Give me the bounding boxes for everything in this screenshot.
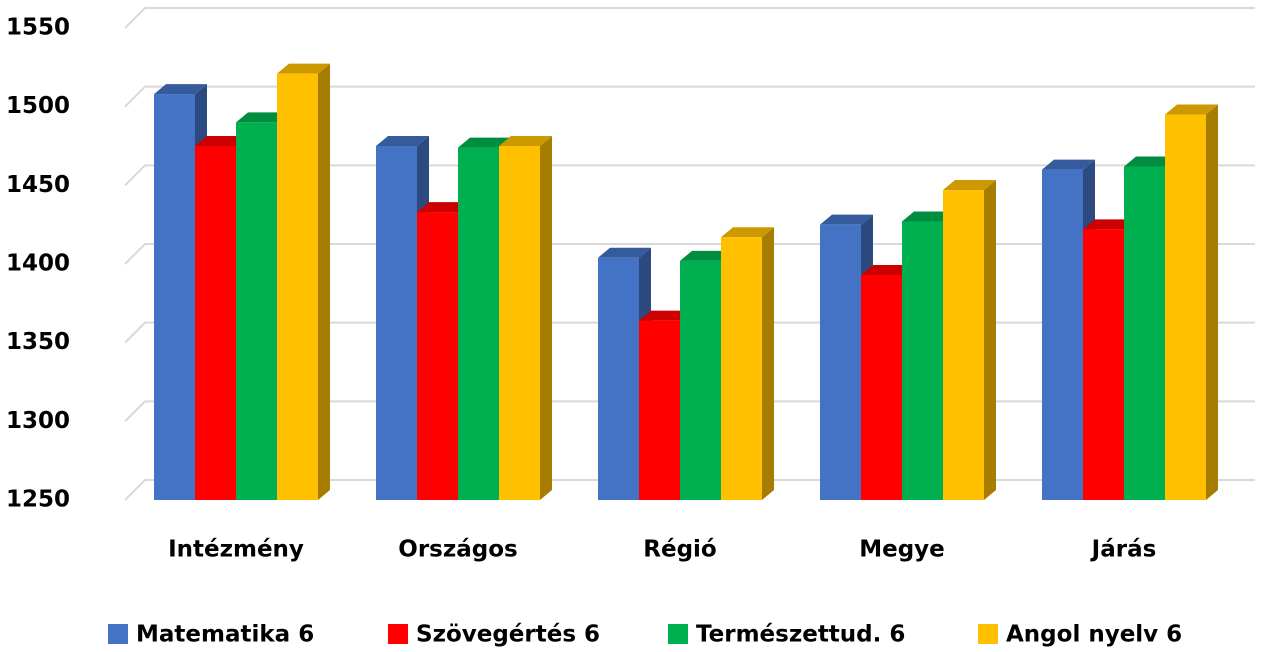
y-tick-label: 1400: [6, 251, 70, 277]
bar-face: [154, 84, 207, 95]
bar-face: [861, 275, 902, 500]
bar-face: [1083, 229, 1124, 501]
y-tick-label: 1250: [6, 487, 70, 513]
bar-face: [1165, 114, 1206, 501]
x-tick-label: Országos: [398, 537, 517, 563]
bar-face: [1042, 159, 1095, 170]
bar-face: [820, 224, 861, 500]
bar-face: [318, 63, 330, 500]
bar-face: [902, 221, 943, 500]
y-tick-label: 1300: [6, 408, 70, 434]
y-tick-label: 1450: [6, 172, 70, 198]
bar-face: [1124, 156, 1177, 167]
bar-face: [598, 257, 639, 500]
legend-label: Matematika 6: [136, 622, 314, 648]
bar: [721, 227, 774, 500]
x-tick-label: Járás: [1090, 537, 1157, 563]
bar-face: [458, 137, 511, 148]
legend-swatch: [388, 624, 408, 644]
bar-face: [639, 310, 692, 321]
legend-swatch: [978, 624, 998, 644]
bar-face: [680, 260, 721, 500]
grid-line: [124, 164, 1255, 187]
bar-face: [499, 146, 540, 500]
bar-face: [639, 320, 680, 500]
bar-face: [1042, 169, 1083, 500]
grid-line: [124, 85, 1255, 108]
bar-face: [820, 214, 873, 225]
bar-face: [762, 227, 774, 500]
legend-label: Természettud. 6: [696, 622, 905, 648]
bar-face: [984, 180, 996, 500]
bar-face: [943, 180, 996, 191]
x-tick-label: Régió: [643, 537, 716, 563]
bar-face: [236, 112, 289, 123]
bar-face: [154, 94, 195, 500]
bar-face: [277, 73, 318, 501]
bar-face: [195, 146, 236, 500]
bar-face: [458, 147, 499, 500]
bar-face: [417, 212, 458, 500]
x-tick-label: Megye: [859, 537, 945, 563]
bar: [1165, 104, 1218, 501]
bar-face: [943, 190, 984, 500]
bar-face: [721, 237, 762, 500]
bar-face: [1206, 104, 1218, 501]
bar-face: [376, 136, 429, 146]
bar-face: [902, 211, 955, 222]
bar-face: [680, 250, 733, 261]
bar: [499, 136, 552, 500]
bar-face: [1124, 166, 1165, 500]
y-tick-label: 1350: [6, 329, 70, 355]
bar: [277, 63, 330, 501]
bar-face: [376, 146, 417, 500]
legend-swatch: [668, 624, 688, 644]
bar-face: [861, 265, 914, 276]
y-tick-label: 1500: [6, 93, 70, 119]
grid-line: [124, 7, 1255, 29]
bar-face: [540, 136, 552, 500]
bar-face: [1083, 219, 1136, 230]
bar-face: [236, 122, 277, 501]
legend-swatch: [108, 624, 128, 644]
bar-face: [598, 247, 651, 258]
legend-label: Angol nyelv 6: [1006, 622, 1182, 648]
bar-face: [417, 202, 470, 213]
bar: [943, 180, 996, 500]
y-tick-label: 1550: [6, 15, 70, 41]
bar-face: [277, 63, 330, 74]
bar-face: [1165, 104, 1218, 115]
bar-face: [721, 227, 774, 238]
bar-face: [195, 136, 248, 146]
legend-label: Szövegértés 6: [416, 622, 600, 648]
bar-face: [499, 136, 552, 146]
grid-line: [124, 243, 1255, 265]
x-tick-label: Intézmény: [168, 537, 304, 563]
